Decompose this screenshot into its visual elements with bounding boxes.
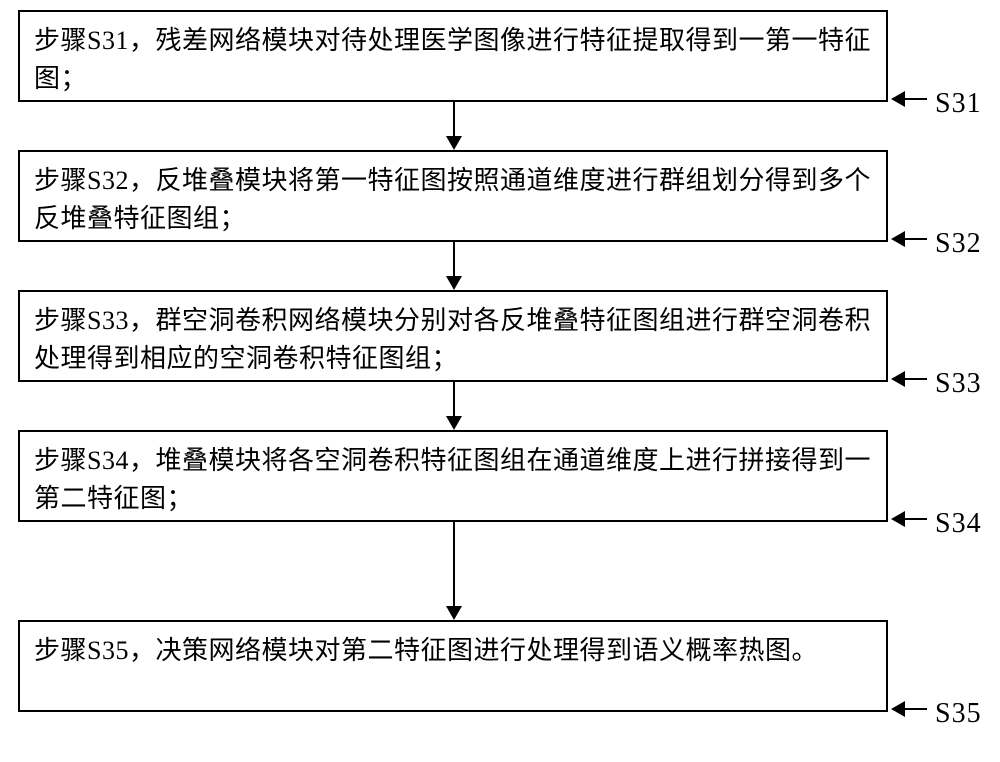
step-text: 步骤S31，残差网络模块对待处理医学图像进行特征提取得到一第一特征图；: [34, 26, 871, 93]
step-text: 步骤S32，反堆叠模块将第一特征图按照通道维度进行群组划分得到多个反堆叠特征图组…: [34, 166, 871, 233]
label-arrow-s32: [893, 238, 927, 240]
step-box-s35: 步骤S35，决策网络模块对第二特征图进行处理得到语义概率热图。: [18, 620, 888, 712]
step-label-s34: S34: [935, 508, 982, 540]
step-box-s33: 步骤S33，群空洞卷积网络模块分别对各反堆叠特征图组进行群空洞卷积处理得到相应的…: [18, 290, 888, 382]
step-box-s34: 步骤S34，堆叠模块将各空洞卷积特征图组在通道维度上进行拼接得到一第二特征图；: [18, 430, 888, 522]
step-label-s32: S32: [935, 228, 982, 260]
connector-s31-s32: [453, 102, 455, 148]
step-label-s35: S35: [935, 698, 982, 730]
label-arrow-s31: [893, 98, 927, 100]
step-text: 步骤S34，堆叠模块将各空洞卷积特征图组在通道维度上进行拼接得到一第二特征图；: [34, 446, 871, 513]
step-box-s31: 步骤S31，残差网络模块对待处理医学图像进行特征提取得到一第一特征图；: [18, 10, 888, 102]
connector-s32-s33: [453, 242, 455, 288]
connector-s33-s34: [453, 382, 455, 428]
label-arrow-s34: [893, 518, 927, 520]
flowchart-container: 步骤S31，残差网络模块对待处理医学图像进行特征提取得到一第一特征图； S31 步骤…: [0, 0, 1000, 762]
step-box-s32: 步骤S32，反堆叠模块将第一特征图按照通道维度进行群组划分得到多个反堆叠特征图组…: [18, 150, 888, 242]
step-label-s33: S33: [935, 368, 982, 400]
step-text: 步骤S35，决策网络模块对第二特征图进行处理得到语义概率热图。: [34, 636, 818, 665]
connector-s34-s35: [453, 522, 455, 618]
label-arrow-s35: [893, 708, 927, 710]
step-label-s31: S31: [935, 88, 982, 120]
label-arrow-s33: [893, 378, 927, 380]
step-text: 步骤S33，群空洞卷积网络模块分别对各反堆叠特征图组进行群空洞卷积处理得到相应的…: [34, 306, 871, 373]
